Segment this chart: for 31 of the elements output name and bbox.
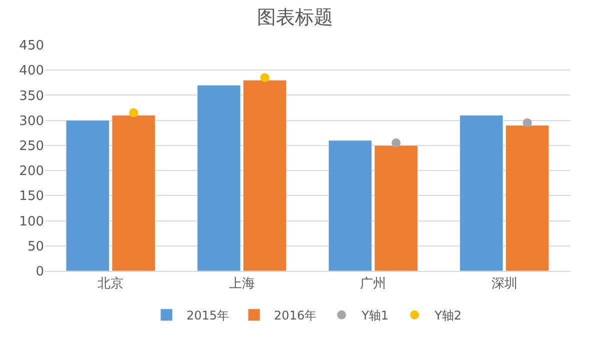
- point: [522, 118, 532, 128]
- x-tick-label: 上海: [228, 276, 255, 292]
- point: [260, 73, 270, 82]
- legend-label: Y轴1: [360, 308, 389, 323]
- point: [392, 138, 401, 148]
- bar: [243, 80, 287, 271]
- y-tick-label: 50: [27, 239, 44, 254]
- bar: [66, 120, 110, 271]
- y-tick-label: 200: [19, 164, 44, 180]
- bar: [374, 145, 418, 271]
- y-tick-label: 450: [19, 38, 44, 54]
- x-tick-label: 广州: [360, 276, 386, 292]
- bar: [112, 115, 156, 271]
- point: [129, 108, 138, 118]
- y-tick-label: 150: [19, 189, 44, 204]
- y-tick-label: 100: [19, 214, 44, 230]
- x-tick-label: 北京: [98, 276, 124, 292]
- bar: [328, 140, 372, 271]
- legend-label: 2016年: [274, 308, 317, 323]
- bar: [460, 115, 504, 271]
- y-tick-label: 250: [19, 138, 44, 154]
- x-tick-label: 深圳: [491, 276, 518, 292]
- y-tick-label: 350: [19, 88, 44, 104]
- legend-label: Y轴2: [434, 308, 462, 323]
- bar: [197, 84, 241, 271]
- legend-label: 2015年: [186, 308, 230, 323]
- bar: [506, 125, 550, 271]
- chart-title: 图表标题: [257, 6, 333, 29]
- y-tick-label: 300: [19, 114, 44, 129]
- y-tick-label: 0: [36, 264, 44, 280]
- y-tick-label: 400: [19, 64, 44, 79]
